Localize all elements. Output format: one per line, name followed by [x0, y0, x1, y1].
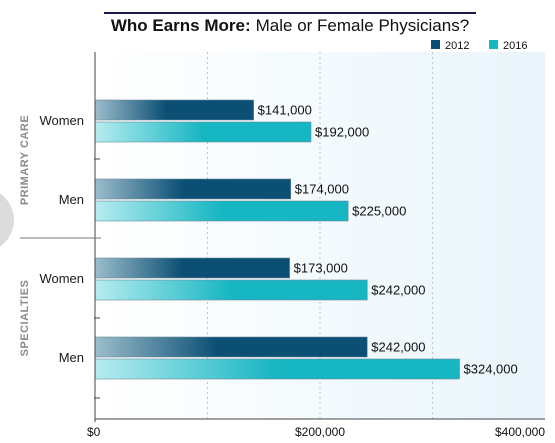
bar-2012-1	[94, 178, 292, 200]
bar-2012-0	[94, 99, 254, 121]
bar-2016-1	[94, 200, 349, 222]
data-label-2012-1: $174,000	[295, 182, 349, 197]
data-label-2016-3: $324,000	[464, 362, 518, 377]
bar-2016-2	[94, 279, 368, 301]
title-bold: Who Earns More:	[111, 16, 251, 35]
x-tick-label: $0	[87, 425, 101, 439]
group-label: PRIMARY CARE	[19, 115, 31, 205]
data-label-2012-0: $141,000	[258, 103, 312, 118]
bar-2012-2	[94, 257, 290, 279]
data-label-2016-2: $242,000	[371, 283, 425, 298]
axes	[20, 52, 545, 422]
bar-2012-3	[94, 336, 368, 358]
x-tick-label: $400,000	[495, 425, 545, 439]
chart-legend: 2012 2016	[431, 40, 527, 52]
data-label-2012-3: $242,000	[371, 340, 425, 355]
data-label-2016-0: $192,000	[315, 125, 369, 140]
legend-label-2012: 2012	[445, 40, 469, 52]
category-label: Men	[59, 350, 84, 365]
bar-2016-3	[94, 358, 460, 380]
legend-label-2016: 2016	[503, 40, 527, 52]
data-label-2016-1: $225,000	[352, 204, 406, 219]
decorative-circle	[0, 193, 14, 247]
group-label: SPECIALTIES	[19, 280, 31, 357]
legend-swatch-2016	[489, 40, 498, 49]
x-tick-label: $200,000	[295, 425, 345, 439]
data-label-2012-2: $173,000	[294, 261, 348, 276]
title-rest: Male or Female Physicians?	[256, 16, 470, 35]
category-label: Women	[39, 113, 84, 128]
legend-swatch-2012	[431, 40, 440, 49]
bar-2016-0	[94, 121, 312, 143]
category-label: Men	[59, 192, 84, 207]
labels: $141,000 $174,000 $173,000 $242,000 $192,000…	[19, 103, 545, 440]
category-label: Women	[39, 271, 84, 286]
chart-title: Who Earns More: Male or Female Physicians…	[111, 16, 469, 35]
